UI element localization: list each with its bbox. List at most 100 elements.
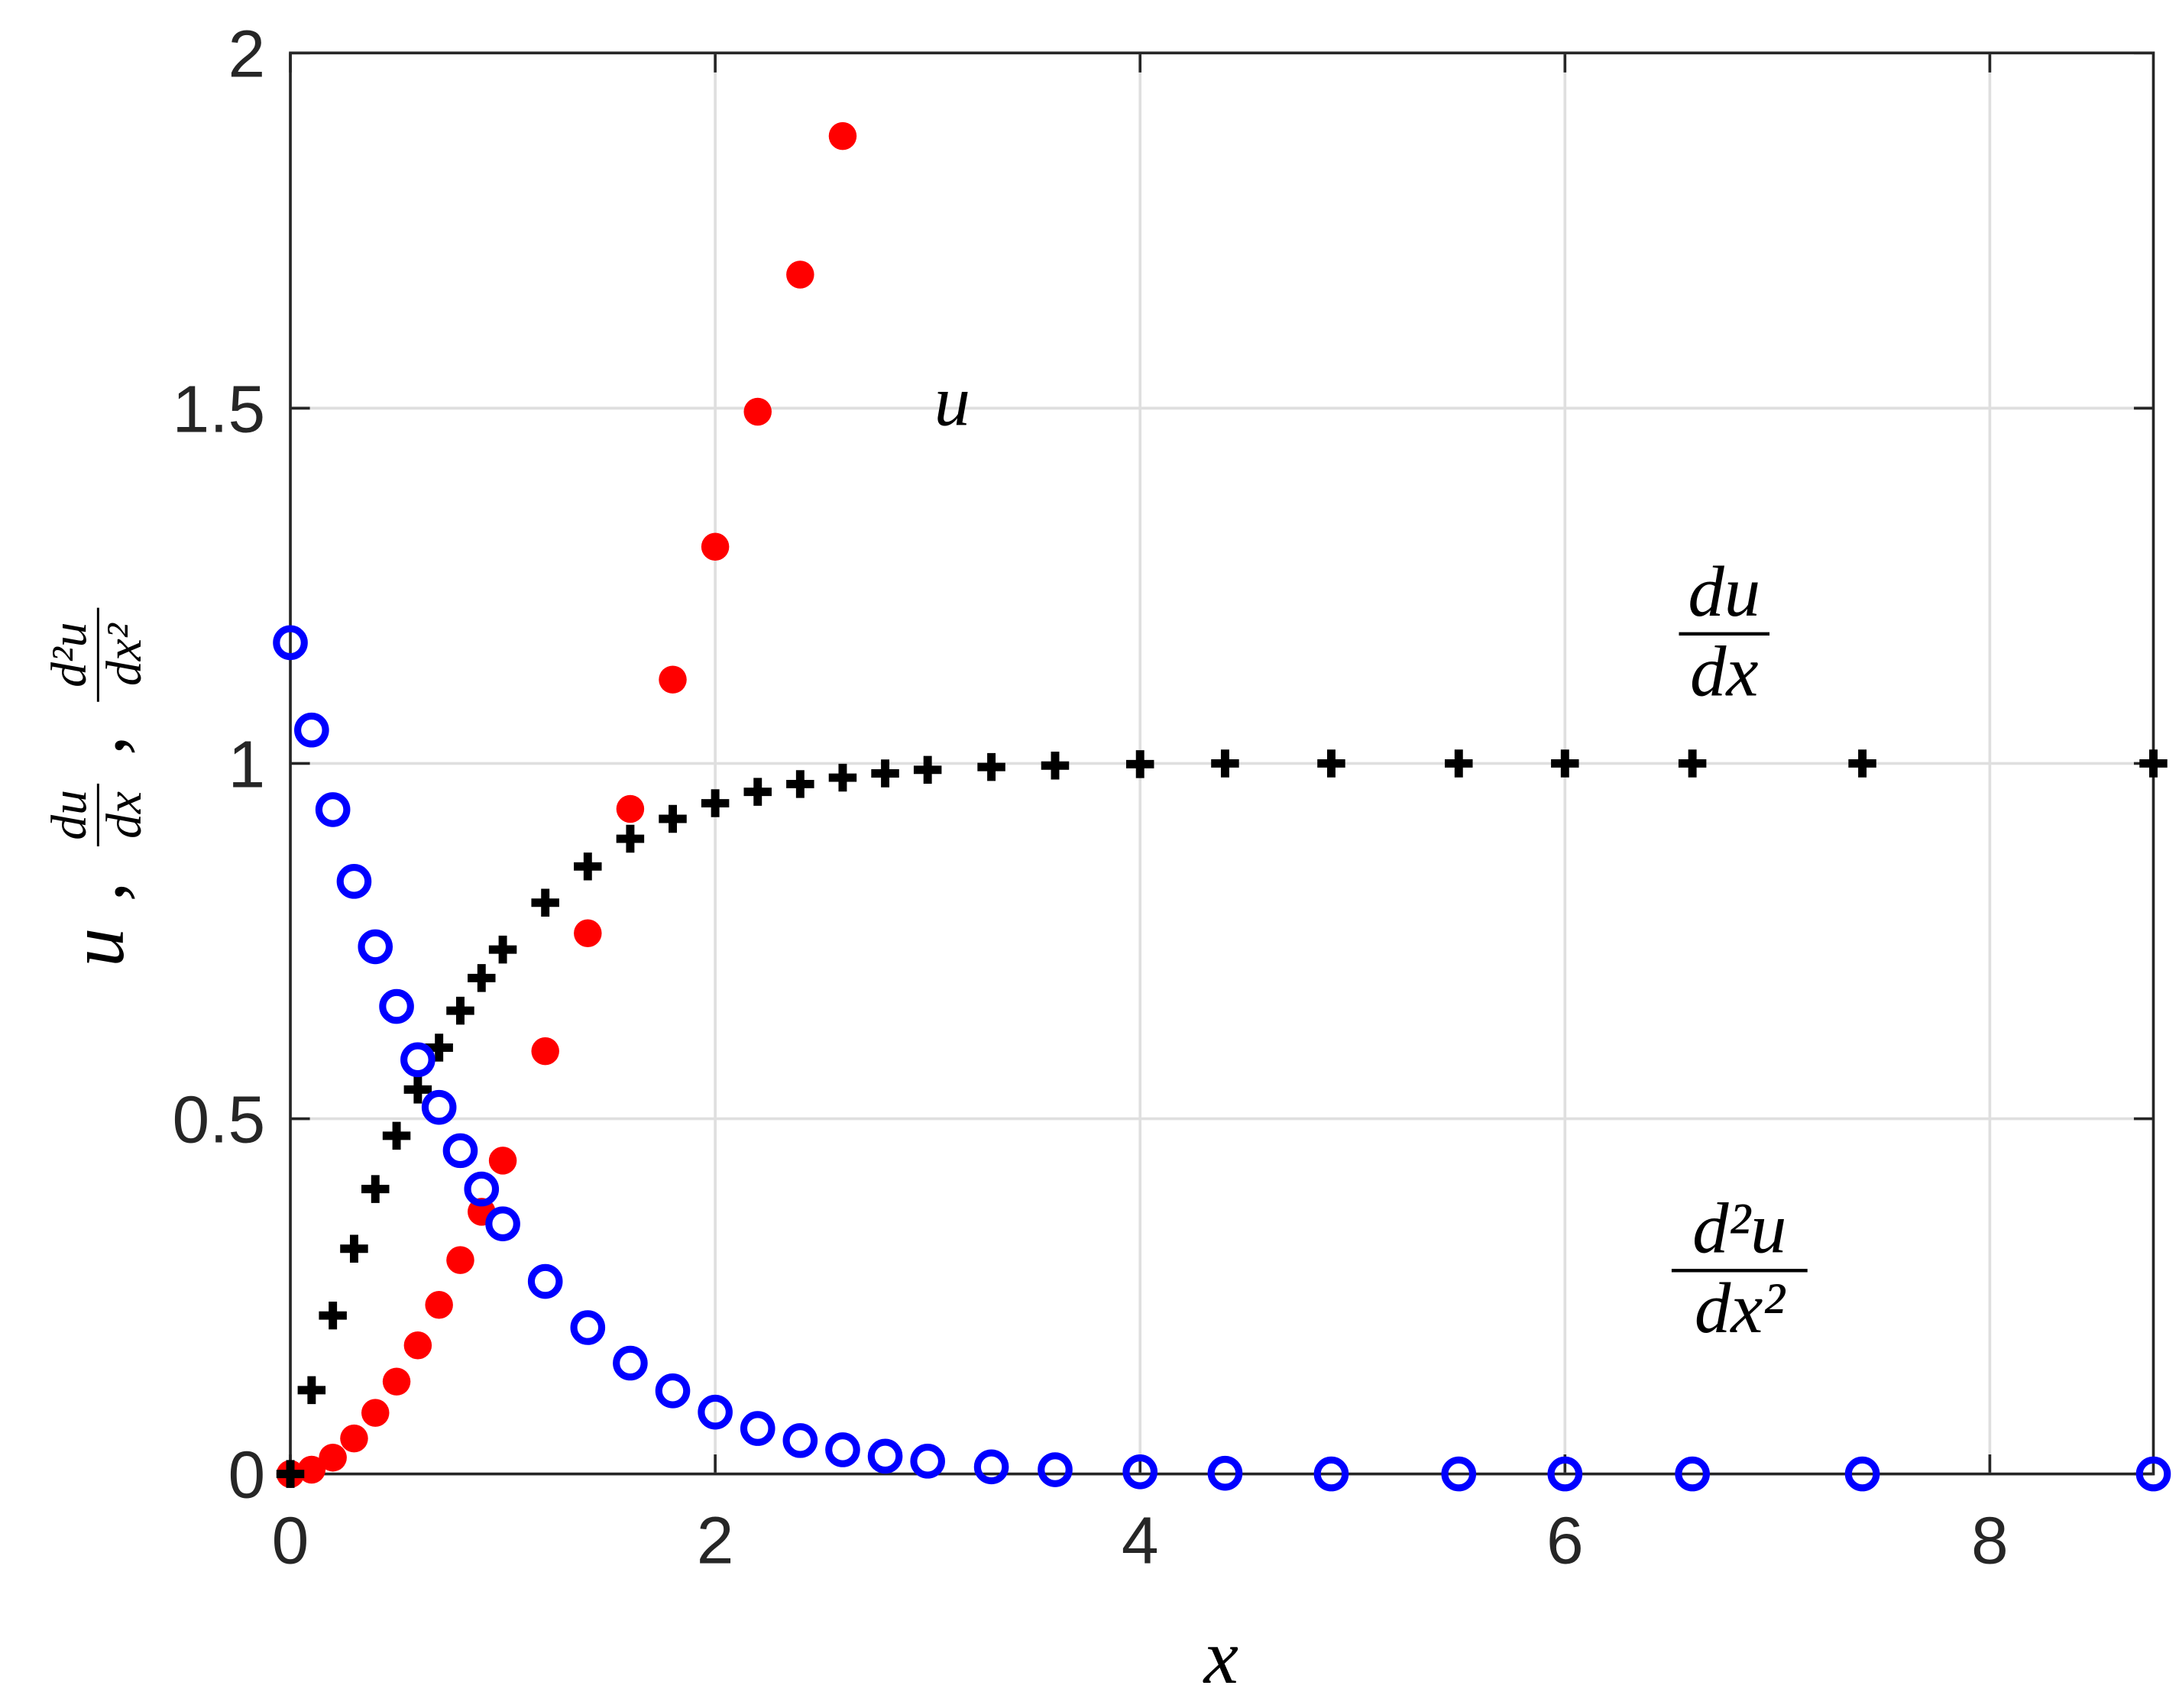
data-point bbox=[1122, 1454, 1158, 1490]
data-point bbox=[786, 260, 814, 289]
data-point bbox=[1125, 750, 1154, 778]
fraction-denominator: dx² bbox=[96, 623, 152, 686]
data-point bbox=[913, 755, 942, 784]
data-point bbox=[613, 1345, 648, 1381]
fraction-numerator: d²u bbox=[41, 623, 97, 687]
series bbox=[276, 749, 2168, 1488]
data-point bbox=[464, 1171, 500, 1207]
data-point bbox=[701, 789, 730, 817]
data-point bbox=[1211, 749, 1239, 778]
data-point bbox=[361, 1175, 390, 1203]
y-tick-label: 0 bbox=[228, 1438, 266, 1512]
data-point bbox=[1317, 749, 1345, 778]
data-point bbox=[527, 1263, 563, 1299]
data-point bbox=[273, 625, 308, 661]
data-point bbox=[1445, 749, 1473, 778]
data-point bbox=[871, 759, 899, 788]
data-point bbox=[336, 864, 372, 899]
fraction-denominator: dx² bbox=[1695, 1267, 1786, 1348]
data-point bbox=[531, 888, 559, 917]
data-point bbox=[1441, 1456, 1477, 1492]
data-point bbox=[446, 1246, 474, 1274]
data-point bbox=[570, 1310, 606, 1345]
y-tick-label: 2 bbox=[228, 16, 266, 91]
data-point bbox=[361, 1399, 390, 1427]
data-point bbox=[655, 1373, 691, 1409]
data-point bbox=[1675, 1456, 1710, 1492]
data-point bbox=[740, 1411, 775, 1446]
data-point bbox=[276, 1460, 305, 1488]
series bbox=[273, 625, 2171, 1492]
data-point bbox=[340, 1234, 368, 1263]
data-point bbox=[616, 794, 645, 823]
data-point bbox=[531, 1037, 559, 1066]
data-point bbox=[1547, 1456, 1583, 1492]
y-tick-label: 0.5 bbox=[173, 1082, 266, 1157]
data-point bbox=[425, 1290, 453, 1319]
data-point bbox=[659, 665, 687, 694]
data-point bbox=[828, 121, 857, 150]
x-tick-label: 8 bbox=[1971, 1503, 2009, 1577]
data-point bbox=[825, 1432, 860, 1467]
data-point bbox=[616, 824, 645, 853]
data-point bbox=[1844, 1456, 1880, 1492]
y-tick-label: 1.5 bbox=[173, 371, 266, 446]
x-tick-label: 0 bbox=[272, 1503, 309, 1577]
data-point bbox=[446, 996, 474, 1025]
series bbox=[276, 121, 857, 1488]
x-axis-label: x bbox=[1203, 1614, 1238, 1700]
data-point bbox=[488, 935, 517, 964]
data-point bbox=[382, 1121, 411, 1150]
x-tick-label: 2 bbox=[697, 1503, 734, 1577]
data-point bbox=[574, 852, 602, 881]
annotation: u bbox=[934, 360, 970, 441]
data-point bbox=[468, 964, 496, 992]
data-point bbox=[294, 712, 329, 748]
data-point bbox=[743, 778, 772, 806]
data-point bbox=[867, 1438, 903, 1474]
data-point bbox=[340, 1424, 368, 1453]
data-point bbox=[1038, 1452, 1073, 1487]
x-tick-label: 4 bbox=[1122, 1503, 1159, 1577]
fraction-numerator: du bbox=[41, 790, 97, 840]
data-point bbox=[701, 532, 730, 561]
y-label-separator: , bbox=[54, 881, 141, 901]
data-point bbox=[973, 1449, 1009, 1485]
y-label-separator: , bbox=[54, 736, 141, 755]
data-point bbox=[358, 929, 393, 965]
fraction-denominator: dx bbox=[96, 791, 152, 839]
data-point bbox=[403, 1076, 432, 1104]
data-point bbox=[379, 988, 414, 1024]
fraction-denominator: dx bbox=[1690, 630, 1759, 711]
data-point bbox=[319, 1301, 347, 1330]
data-point bbox=[315, 792, 351, 827]
data-point bbox=[1551, 749, 1579, 778]
fraction-numerator: d²u bbox=[1692, 1188, 1786, 1269]
data-point bbox=[698, 1394, 733, 1430]
data-point bbox=[743, 397, 772, 426]
y-tick-label: 1 bbox=[228, 726, 266, 801]
data-point bbox=[2139, 749, 2168, 778]
data-point bbox=[1678, 749, 1707, 778]
data-point bbox=[2135, 1456, 2171, 1492]
data-point bbox=[782, 1423, 818, 1458]
data-point bbox=[786, 770, 814, 798]
data-point bbox=[659, 804, 687, 833]
data-point bbox=[1313, 1456, 1349, 1492]
data-point bbox=[910, 1444, 945, 1479]
x-tick-label: 6 bbox=[1546, 1503, 1584, 1577]
data-point bbox=[1848, 749, 1876, 778]
data-point bbox=[1041, 752, 1070, 780]
data-point bbox=[442, 1133, 478, 1169]
data-point bbox=[828, 763, 857, 792]
data-point bbox=[488, 1147, 517, 1175]
data-point bbox=[319, 1443, 347, 1472]
data-point bbox=[382, 1367, 411, 1396]
data-point bbox=[977, 752, 1005, 781]
data-point bbox=[485, 1206, 520, 1241]
y-axis-label: u, du dx, d²u dx² bbox=[41, 607, 152, 967]
data-point bbox=[297, 1455, 326, 1484]
data-point bbox=[403, 1331, 432, 1360]
